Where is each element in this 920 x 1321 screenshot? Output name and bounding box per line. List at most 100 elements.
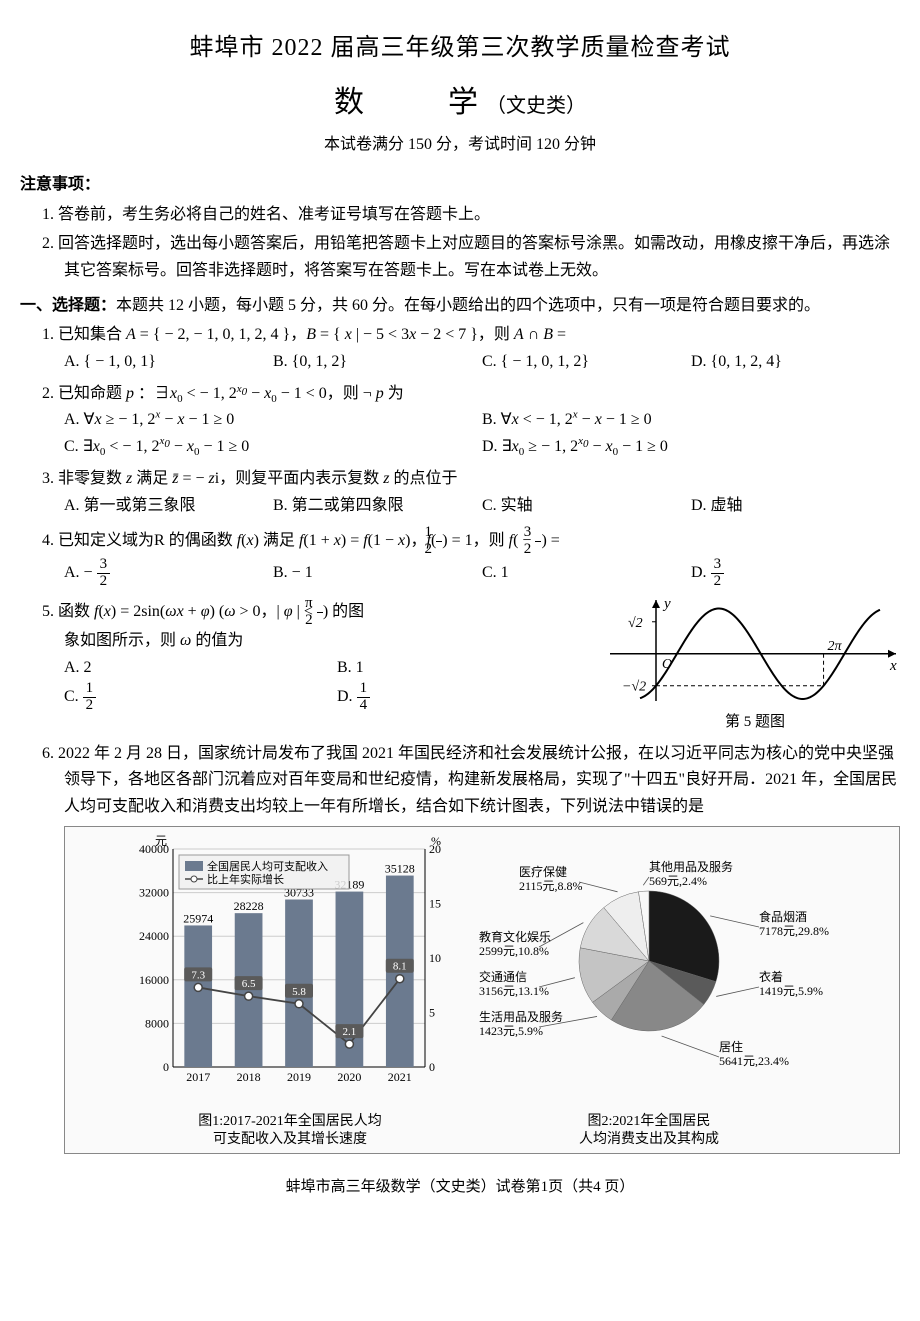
q5-opt-d: D. 14: [337, 681, 610, 714]
svg-text:569元,2.4%: 569元,2.4%: [649, 874, 707, 888]
svg-text:医疗保健: 医疗保健: [519, 865, 567, 879]
svg-text:7.3: 7.3: [191, 970, 205, 982]
q5-stem: 5. 函数 f(x) = 2sin(ωx + φ) (ω > 0，| φ | <…: [64, 596, 610, 655]
q6-charts: 080001600024000320004000005101520元%25974…: [64, 826, 900, 1154]
svg-text:2π: 2π: [828, 639, 843, 654]
q6-bar-chart: 080001600024000320004000005101520元%25974…: [125, 831, 455, 1149]
q1-options: A. { − 1, 0, 1} B. {0, 1, 2} C. { − 1, 0…: [64, 349, 900, 375]
svg-text:−√2: −√2: [622, 680, 646, 695]
svg-text:衣着: 衣着: [759, 969, 783, 984]
svg-text:5.8: 5.8: [292, 986, 306, 998]
subject-main: 数 学: [334, 86, 486, 119]
q5-opt-a: A. 2: [64, 655, 337, 681]
svg-text:8.1: 8.1: [393, 961, 407, 973]
svg-text:其他用品及服务: 其他用品及服务: [649, 859, 733, 874]
svg-text:5641元,23.4%: 5641元,23.4%: [719, 1054, 789, 1068]
q1-stem: 1. 已知集合 A = { − 2, − 1, 0, 1, 2, 4 }，B =…: [64, 322, 900, 348]
svg-text:1423元,5.9%: 1423元,5.9%: [479, 1024, 543, 1038]
q6-pie-chart: 食品烟酒7178元,29.8%衣着1419元,5.9%居住5641元,23.4%…: [459, 831, 839, 1149]
notice-item: 2. 回答选择题时，选出每小题答案后，用铅笔把答题卡上对应题目的答案标号涂黑。如…: [64, 230, 900, 284]
q5-options: A. 2 B. 1 C. 12 D. 14: [64, 655, 610, 714]
svg-text:生活用品及服务: 生活用品及服务: [479, 1009, 563, 1024]
svg-text:x: x: [889, 658, 897, 674]
question-2: 2. 已知命题 p ：∃x0 < − 1, 2x0 − x0 − 1 < 0，则…: [64, 381, 900, 460]
q3-opt-b: B. 第二或第四象限: [273, 493, 482, 519]
q1-opt-d: D. {0, 1, 2, 4}: [691, 349, 900, 375]
question-list: 1. 已知集合 A = { − 2, − 1, 0, 1, 2, 4 }，B =…: [20, 322, 900, 1154]
q3-opt-c: C. 实轴: [482, 493, 691, 519]
svg-text:5: 5: [429, 1006, 435, 1020]
svg-text:2017: 2017: [186, 1070, 210, 1084]
section-heading-bold: 一、选择题：: [20, 297, 116, 314]
svg-text:交通通信: 交通通信: [479, 969, 527, 984]
svg-text:2021: 2021: [388, 1070, 412, 1084]
q4-stem: 4. 已知定义域为R 的偶函数 f(x) 满足 f(1 + x) = f(1 −…: [64, 525, 900, 558]
question-4: 4. 已知定义域为R 的偶函数 f(x) 满足 f(1 + x) = f(1 −…: [64, 525, 900, 590]
q4-opt-c: C. 1: [482, 560, 691, 586]
q5-opt-c: C. 12: [64, 681, 337, 714]
svg-text:√2: √2: [628, 616, 643, 631]
q2-opt-d: D. ∃x0 ≥ − 1, 2x0 − x0 − 1 ≥ 0: [482, 434, 900, 460]
svg-text:24000: 24000: [139, 929, 169, 943]
q3-stem: 3. 非零复数 z 满足 z̄ = − zi，则复平面内表示复数 z 的点位于: [64, 466, 900, 492]
q4-opt-b: B. − 1: [273, 560, 482, 586]
q1-opt-c: C. { − 1, 0, 1, 2}: [482, 349, 691, 375]
notice-list: 1. 答卷前，考生务必将自己的姓名、准考证号填写在答题卡上。 2. 回答选择题时…: [20, 201, 900, 285]
q3-opt-d: D. 虚轴: [691, 493, 900, 519]
q2-opt-b: B. ∀x < − 1, 2x − x − 1 ≥ 0: [482, 407, 900, 433]
question-1: 1. 已知集合 A = { − 2, − 1, 0, 1, 2, 4 }，B =…: [64, 322, 900, 375]
q2-opt-c: C. ∃x0 < − 1, 2x0 − x0 − 1 ≥ 0: [64, 434, 482, 460]
q3-opt-a: A. 第一或第三象限: [64, 493, 273, 519]
q6-stem: 6. 2022 年 2 月 28 日，国家统计局发布了我国 2021 年国民经济…: [64, 741, 900, 820]
svg-text:2599元,10.8%: 2599元,10.8%: [479, 944, 549, 958]
svg-text:16000: 16000: [139, 973, 169, 987]
q1-opt-b: B. {0, 1, 2}: [273, 349, 482, 375]
svg-text:6.5: 6.5: [242, 978, 256, 990]
svg-text:28228: 28228: [234, 899, 264, 913]
q2-opt-a: A. ∀x ≥ − 1, 2x − x − 1 ≥ 0: [64, 407, 482, 433]
question-5: 5. 函数 f(x) = 2sin(ωx + φ) (ω > 0，| φ | <…: [64, 596, 900, 735]
svg-text:15: 15: [429, 897, 441, 911]
svg-text:32000: 32000: [139, 886, 169, 900]
q4-opt-d: D. 32: [691, 557, 900, 590]
page-title: 蚌埠市 2022 届高三年级第三次教学质量检查考试: [20, 30, 900, 66]
q3-options: A. 第一或第三象限 B. 第二或第四象限 C. 实轴 D. 虚轴: [64, 493, 900, 519]
question-3: 3. 非零复数 z 满足 z̄ = − zi，则复平面内表示复数 z 的点位于 …: [64, 466, 900, 519]
subject-line: 数 学（文史类）: [20, 80, 900, 125]
q5-opt-b: B. 1: [337, 655, 610, 681]
svg-text:%: %: [431, 834, 441, 848]
svg-text:0: 0: [163, 1060, 169, 1074]
svg-text:1419元,5.9%: 1419元,5.9%: [759, 984, 823, 998]
svg-text:教育文化娱乐: 教育文化娱乐: [479, 929, 551, 944]
svg-text:元: 元: [155, 834, 167, 848]
q6-caption2: 图2:2021年全国居民人均消费支出及其构成: [459, 1113, 839, 1149]
q1-opt-a: A. { − 1, 0, 1}: [64, 349, 273, 375]
section-heading: 一、选择题：本题共 12 小题，每小题 5 分，共 60 分。在每小题给出的四个…: [20, 293, 900, 319]
notice-heading: 注意事项：: [20, 173, 900, 197]
svg-text:y: y: [662, 596, 671, 612]
q2-options: A. ∀x ≥ − 1, 2x − x − 1 ≥ 0 B. ∀x < − 1,…: [64, 407, 900, 460]
exam-meta: 本试卷满分 150 分，考试时间 120 分钟: [20, 133, 900, 157]
svg-text:2.1: 2.1: [343, 1026, 357, 1038]
svg-text:3156元,13.1%: 3156元,13.1%: [479, 984, 549, 998]
svg-text:35128: 35128: [385, 862, 415, 876]
q4-opt-a: A. − 32: [64, 557, 273, 590]
svg-text:10: 10: [429, 951, 441, 965]
subject-paren: （文史类）: [486, 95, 586, 117]
svg-text:居住: 居住: [719, 1040, 743, 1054]
svg-text:食品烟酒: 食品烟酒: [759, 909, 807, 924]
q2-stem: 2. 已知命题 p ：∃x0 < − 1, 2x0 − x0 − 1 < 0，则…: [64, 381, 900, 407]
q5-caption: 第 5 题图: [610, 710, 900, 735]
notice-item: 1. 答卷前，考生务必将自己的姓名、准考证号填写在答题卡上。: [64, 201, 900, 228]
q4-options: A. − 32 B. − 1 C. 1 D. 32: [64, 557, 900, 590]
q6-caption1: 图1:2017-2021年全国居民人均可支配收入及其增长速度: [125, 1113, 455, 1149]
svg-text:25974: 25974: [183, 912, 213, 926]
question-6: 6. 2022 年 2 月 28 日，国家统计局发布了我国 2021 年国民经济…: [64, 741, 900, 1154]
svg-text:全国居民人均可支配收入: 全国居民人均可支配收入: [207, 859, 328, 873]
svg-text:2020: 2020: [337, 1070, 361, 1084]
q5-figure: yxO√2−√22π 第 5 题图: [610, 596, 900, 735]
svg-text:2018: 2018: [237, 1070, 261, 1084]
svg-text:0: 0: [429, 1060, 435, 1074]
section-heading-rest: 本题共 12 小题，每小题 5 分，共 60 分。在每小题给出的四个选项中，只有…: [116, 297, 820, 314]
svg-text:2019: 2019: [287, 1070, 311, 1084]
